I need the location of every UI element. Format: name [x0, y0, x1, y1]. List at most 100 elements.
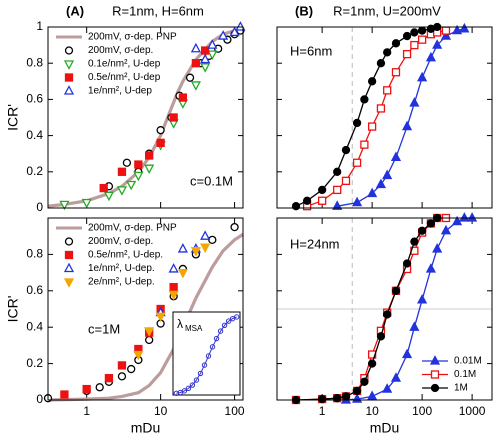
legend-label: 0.1e/nm², U-dep	[88, 59, 161, 70]
marker	[122, 158, 132, 167]
marker	[440, 30, 452, 40]
marker	[291, 202, 301, 211]
x-tick-label: 1	[319, 404, 326, 418]
y-tick-label: 0.8	[26, 247, 43, 261]
legend-label: 1e/nm², U-dep	[88, 86, 152, 97]
marker	[417, 226, 427, 235]
marker	[417, 26, 427, 35]
legend-label: 0.5e/nm², U-dep.	[88, 250, 163, 261]
legend-marker	[64, 237, 74, 246]
marker	[134, 160, 143, 169]
x-tick-label: 1	[83, 404, 90, 418]
inset-marker	[193, 377, 200, 383]
marker	[383, 86, 392, 95]
marker	[432, 39, 443, 49]
marker	[95, 383, 104, 392]
y-tick-label: 0.4	[26, 319, 43, 333]
y-tick-label: 0	[36, 200, 43, 214]
marker	[200, 243, 211, 254]
marker	[360, 140, 369, 149]
legend-marker	[64, 250, 74, 260]
inset-frame	[172, 311, 241, 396]
marker	[352, 118, 362, 128]
marker	[60, 390, 69, 399]
legend-marker	[430, 383, 440, 393]
marker	[177, 243, 188, 253]
inset-marker	[209, 344, 216, 350]
plot-frame	[276, 26, 493, 209]
marker	[459, 212, 470, 222]
marker	[409, 97, 420, 107]
series-line	[337, 28, 465, 207]
marker	[302, 196, 312, 205]
marker	[391, 68, 401, 77]
marker	[190, 81, 201, 91]
marker	[382, 383, 393, 393]
marker	[425, 51, 437, 62]
marker	[218, 30, 229, 40]
legend-label: 200mV, σ-dep. PNP	[88, 32, 177, 43]
marker	[352, 386, 362, 396]
plot-frame	[47, 26, 244, 209]
legend-label: 200mV, σ-dep.	[88, 236, 153, 247]
marker	[200, 63, 211, 73]
x-tick-label: 100	[412, 404, 432, 418]
marker	[417, 294, 428, 304]
marker	[459, 22, 470, 33]
plot-frame	[47, 217, 244, 401]
marker	[390, 372, 402, 382]
x-tick-label: 10	[154, 404, 168, 418]
marker	[426, 219, 436, 228]
marker	[376, 332, 386, 341]
annotation: c=1M	[88, 321, 120, 336]
marker	[317, 196, 327, 205]
legend-label: 0.01M	[454, 356, 482, 367]
legend-marker	[63, 262, 75, 273]
marker	[401, 348, 413, 359]
y-tick-label: 0	[36, 392, 43, 406]
marker	[410, 237, 419, 246]
legend-marker	[63, 60, 75, 70]
annotation: c=0.1M	[190, 173, 233, 188]
legend-label: 2e/nm², U-dep.	[88, 277, 155, 288]
annotation: H=24nm	[290, 236, 340, 251]
x-tick-label: 1000	[459, 404, 486, 418]
marker	[417, 35, 427, 44]
marker	[190, 247, 201, 257]
marker	[117, 361, 127, 370]
marker	[390, 151, 402, 161]
marker	[383, 48, 392, 57]
panel-label: (A)	[66, 3, 84, 18]
marker	[317, 394, 327, 404]
marker	[333, 185, 342, 195]
marker	[185, 73, 195, 82]
marker	[200, 53, 211, 64]
legend-marker	[430, 370, 440, 379]
legend: 200mV, σ-dep. PNP 200mV, σ-dep. 0.5e/nm², …	[56, 223, 177, 288]
marker	[133, 350, 144, 361]
series-line	[47, 27, 244, 208]
marker	[178, 93, 188, 102]
marker	[81, 198, 92, 209]
marker	[126, 180, 137, 191]
legend-label: 1M	[454, 383, 468, 394]
legend-label: 1e/nm², U-dep.	[88, 263, 155, 274]
marker	[333, 394, 342, 403]
marker	[207, 39, 218, 49]
marker	[401, 120, 413, 131]
marker	[382, 169, 393, 180]
inset-label-sub: MSA	[185, 324, 203, 333]
marker	[317, 185, 327, 195]
inset-marker	[217, 328, 224, 334]
marker	[144, 327, 155, 337]
y-tick-label: 0.6	[26, 92, 43, 106]
marker	[229, 26, 240, 37]
marker	[410, 40, 419, 50]
marker	[168, 290, 179, 301]
marker	[467, 212, 478, 222]
marker	[441, 26, 451, 35]
marker	[207, 50, 218, 61]
inset-marker	[189, 382, 196, 388]
panel-title: R=1nm, U=200mV	[333, 3, 441, 18]
